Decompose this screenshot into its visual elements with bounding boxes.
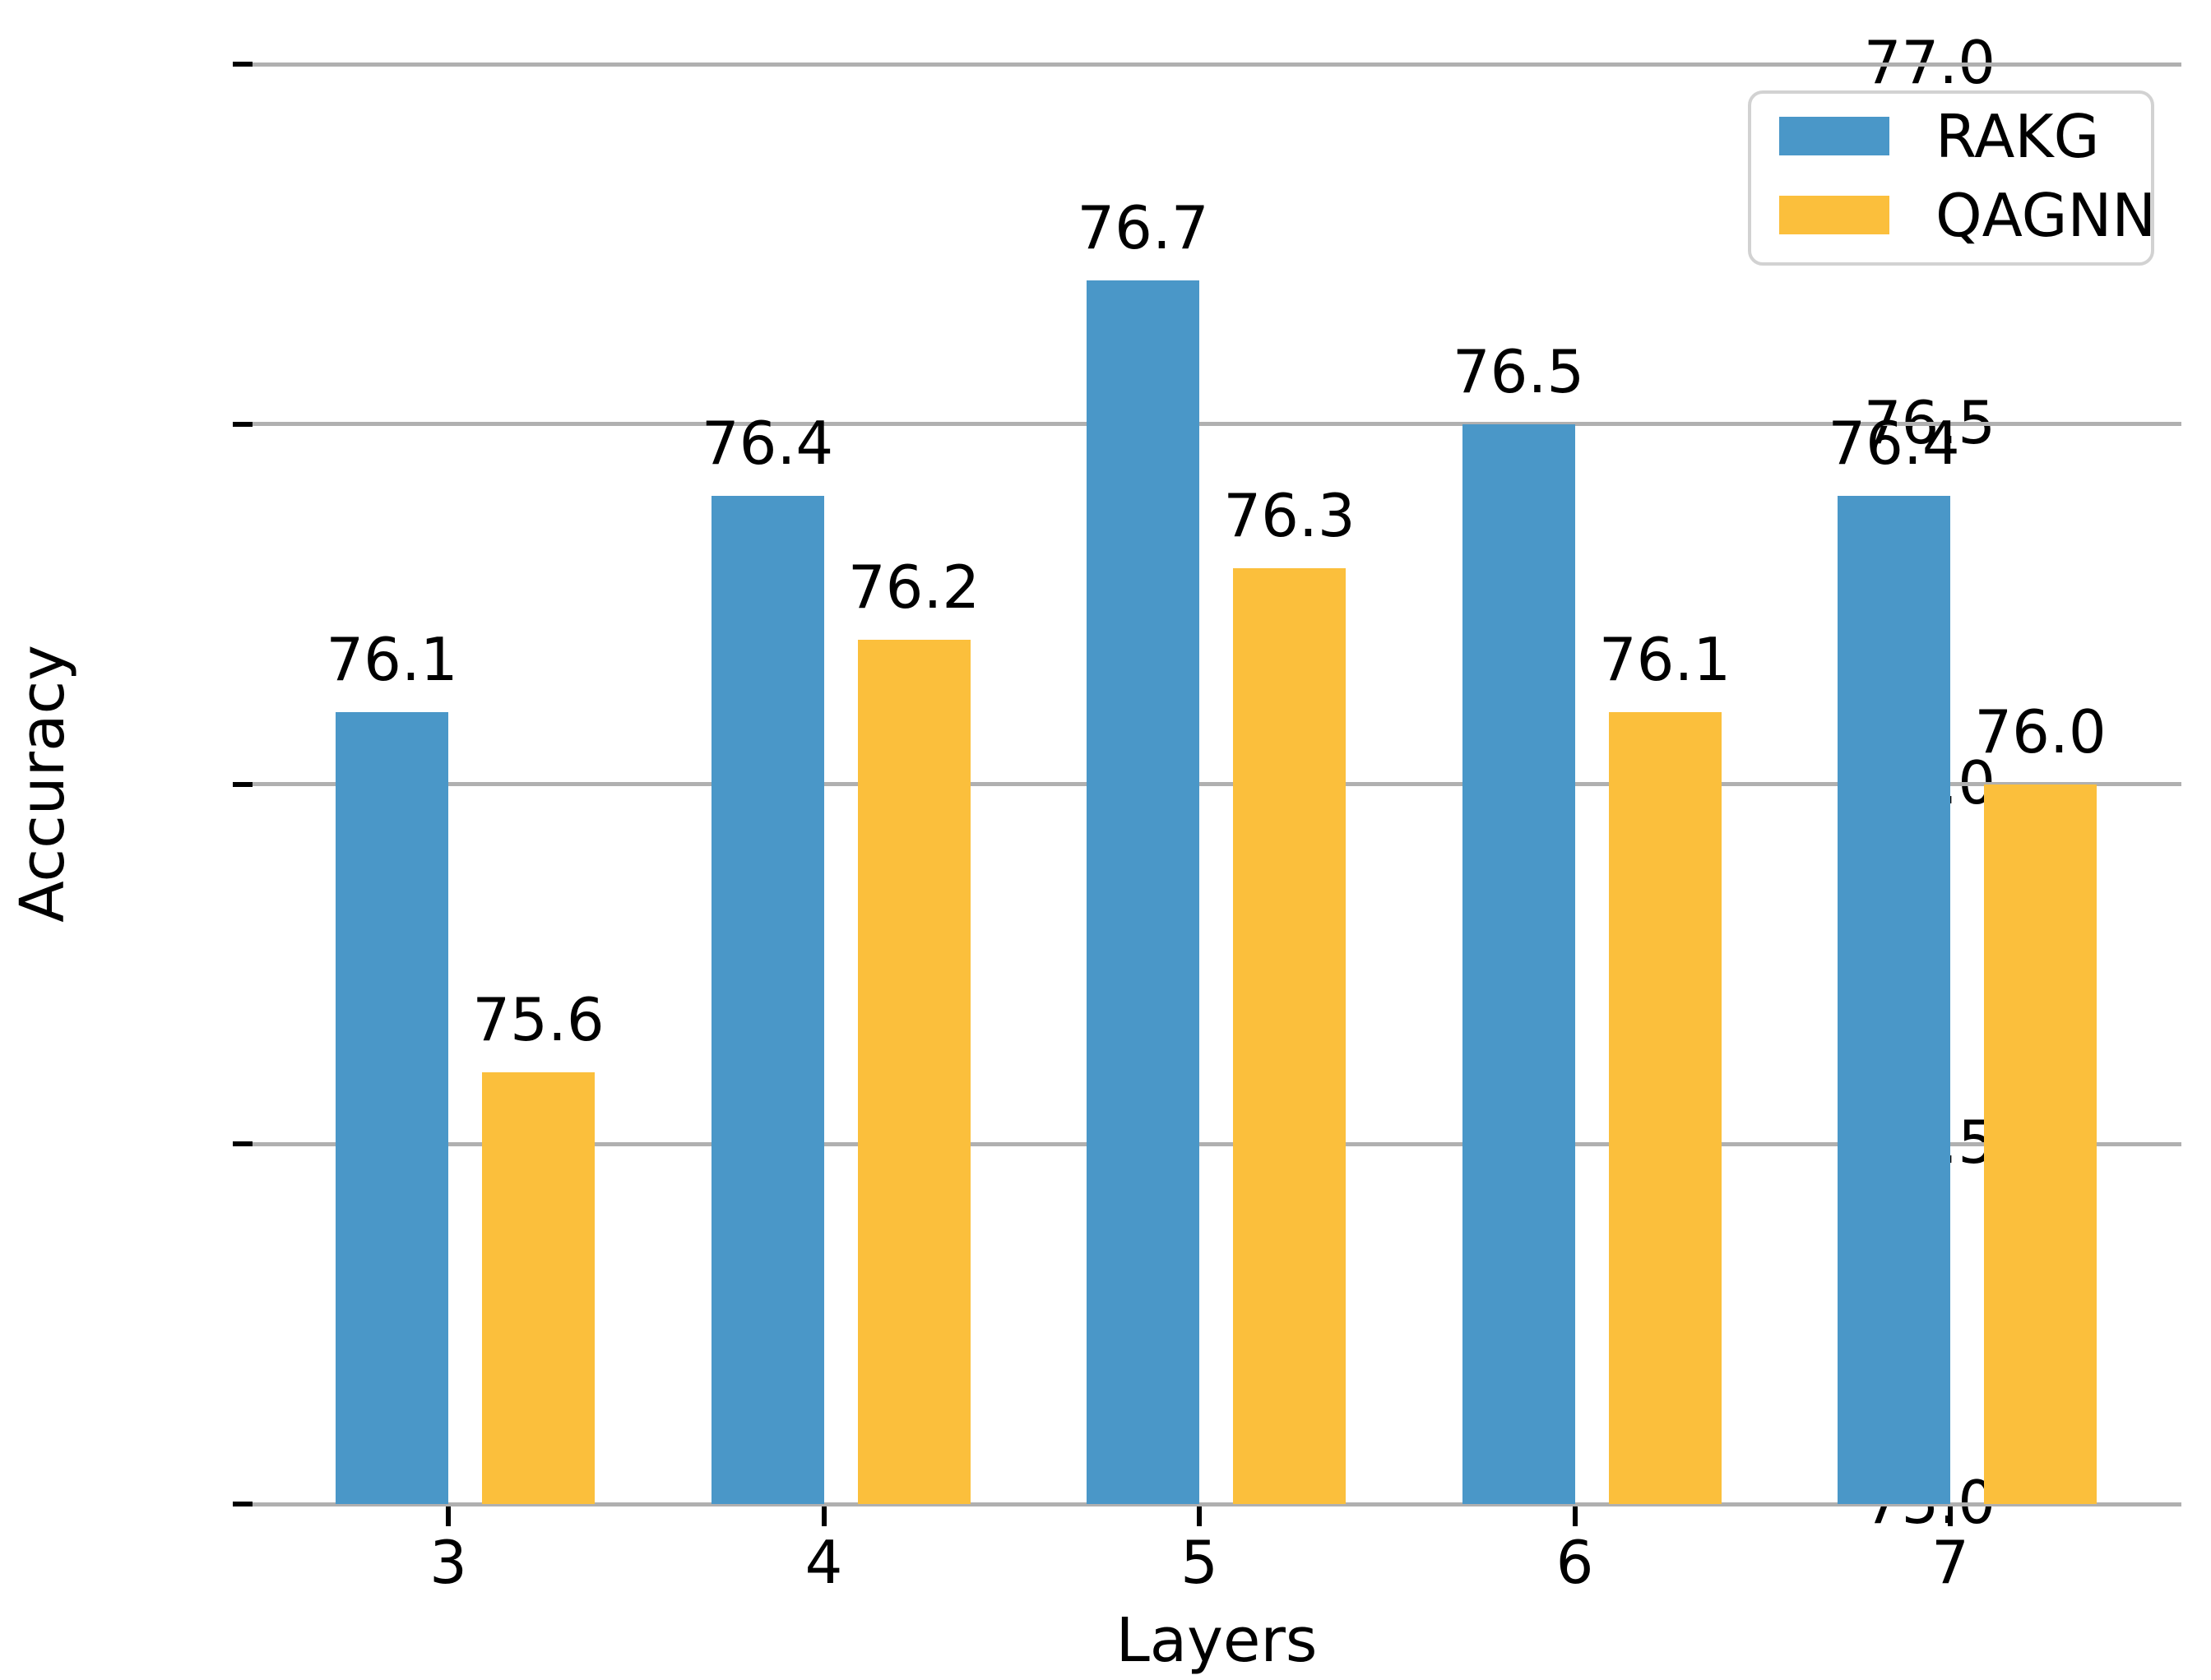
bar-value-label-qagnn-6: 76.1 <box>1598 624 1731 694</box>
legend-swatch-rakg <box>1779 117 1889 155</box>
y-tick-mark-76.5 <box>233 421 253 427</box>
bar-value-label-qagnn-3: 75.6 <box>472 984 605 1054</box>
x-tick-mark-6 <box>1572 1506 1578 1526</box>
bar-rakg-6 <box>1462 423 1575 1504</box>
bar-value-label-rakg-3: 76.1 <box>326 624 458 694</box>
x-tick-mark-4 <box>821 1506 827 1526</box>
x-tick-label-3: 3 <box>429 1528 467 1597</box>
bar-value-label-rakg-7: 76.4 <box>1828 409 1960 479</box>
gridline-75.5 <box>253 1141 2181 1146</box>
x-tick-label-7: 7 <box>1931 1528 1969 1597</box>
bar-value-label-qagnn-7: 76.0 <box>1974 697 2107 766</box>
bar-qagnn-4 <box>857 640 971 1504</box>
x-tick-mark-3 <box>446 1506 451 1526</box>
gridline-76.5 <box>253 422 2181 427</box>
bar-value-label-rakg-4: 76.4 <box>701 409 834 479</box>
gridline-75.0 <box>253 1502 2181 1506</box>
bar-value-label-qagnn-5: 76.3 <box>1223 480 1356 550</box>
y-tick-mark-75.0 <box>233 1502 253 1506</box>
x-tick-mark-7 <box>1948 1506 1953 1526</box>
y-tick-mark-77.0 <box>233 62 253 67</box>
x-tick-mark-5 <box>1197 1506 1202 1526</box>
bar-rakg-5 <box>1087 280 1199 1504</box>
bar-value-label-qagnn-4: 76.2 <box>847 553 980 622</box>
x-tick-label-5: 5 <box>1180 1528 1218 1597</box>
bar-rakg-7 <box>1838 496 1950 1504</box>
gridline-76.0 <box>253 782 2181 786</box>
bar-rakg-4 <box>711 496 824 1504</box>
gridline-77.0 <box>253 62 2181 67</box>
legend-label-rakg: RAKG <box>1935 101 2100 171</box>
x-tick-label-6: 6 <box>1555 1528 1594 1597</box>
legend-swatch-qagnn <box>1779 196 1889 234</box>
legend: RAKG QAGNN <box>1748 90 2156 266</box>
bar-qagnn-5 <box>1233 567 1346 1504</box>
x-tick-label-4: 4 <box>804 1528 843 1597</box>
bar-value-label-rakg-6: 76.5 <box>1452 336 1585 406</box>
y-tick-mark-76.0 <box>233 781 253 787</box>
x-axis-title: Layers <box>1115 1605 1318 1676</box>
bar-rakg-3 <box>336 711 448 1504</box>
y-tick-mark-75.5 <box>233 1141 253 1147</box>
legend-label-qagnn: QAGNN <box>1935 180 2157 250</box>
legend-entry-qagnn: QAGNN <box>1779 186 2156 245</box>
bar-qagnn-7 <box>1984 784 2097 1504</box>
bar-qagnn-6 <box>1608 711 1722 1504</box>
bar-qagnn-3 <box>482 1071 595 1504</box>
legend-entry-rakg: RAKG <box>1779 107 2099 166</box>
bar-value-label-rakg-5: 76.7 <box>1077 192 1209 262</box>
y-axis-title: Accuracy <box>7 645 78 923</box>
